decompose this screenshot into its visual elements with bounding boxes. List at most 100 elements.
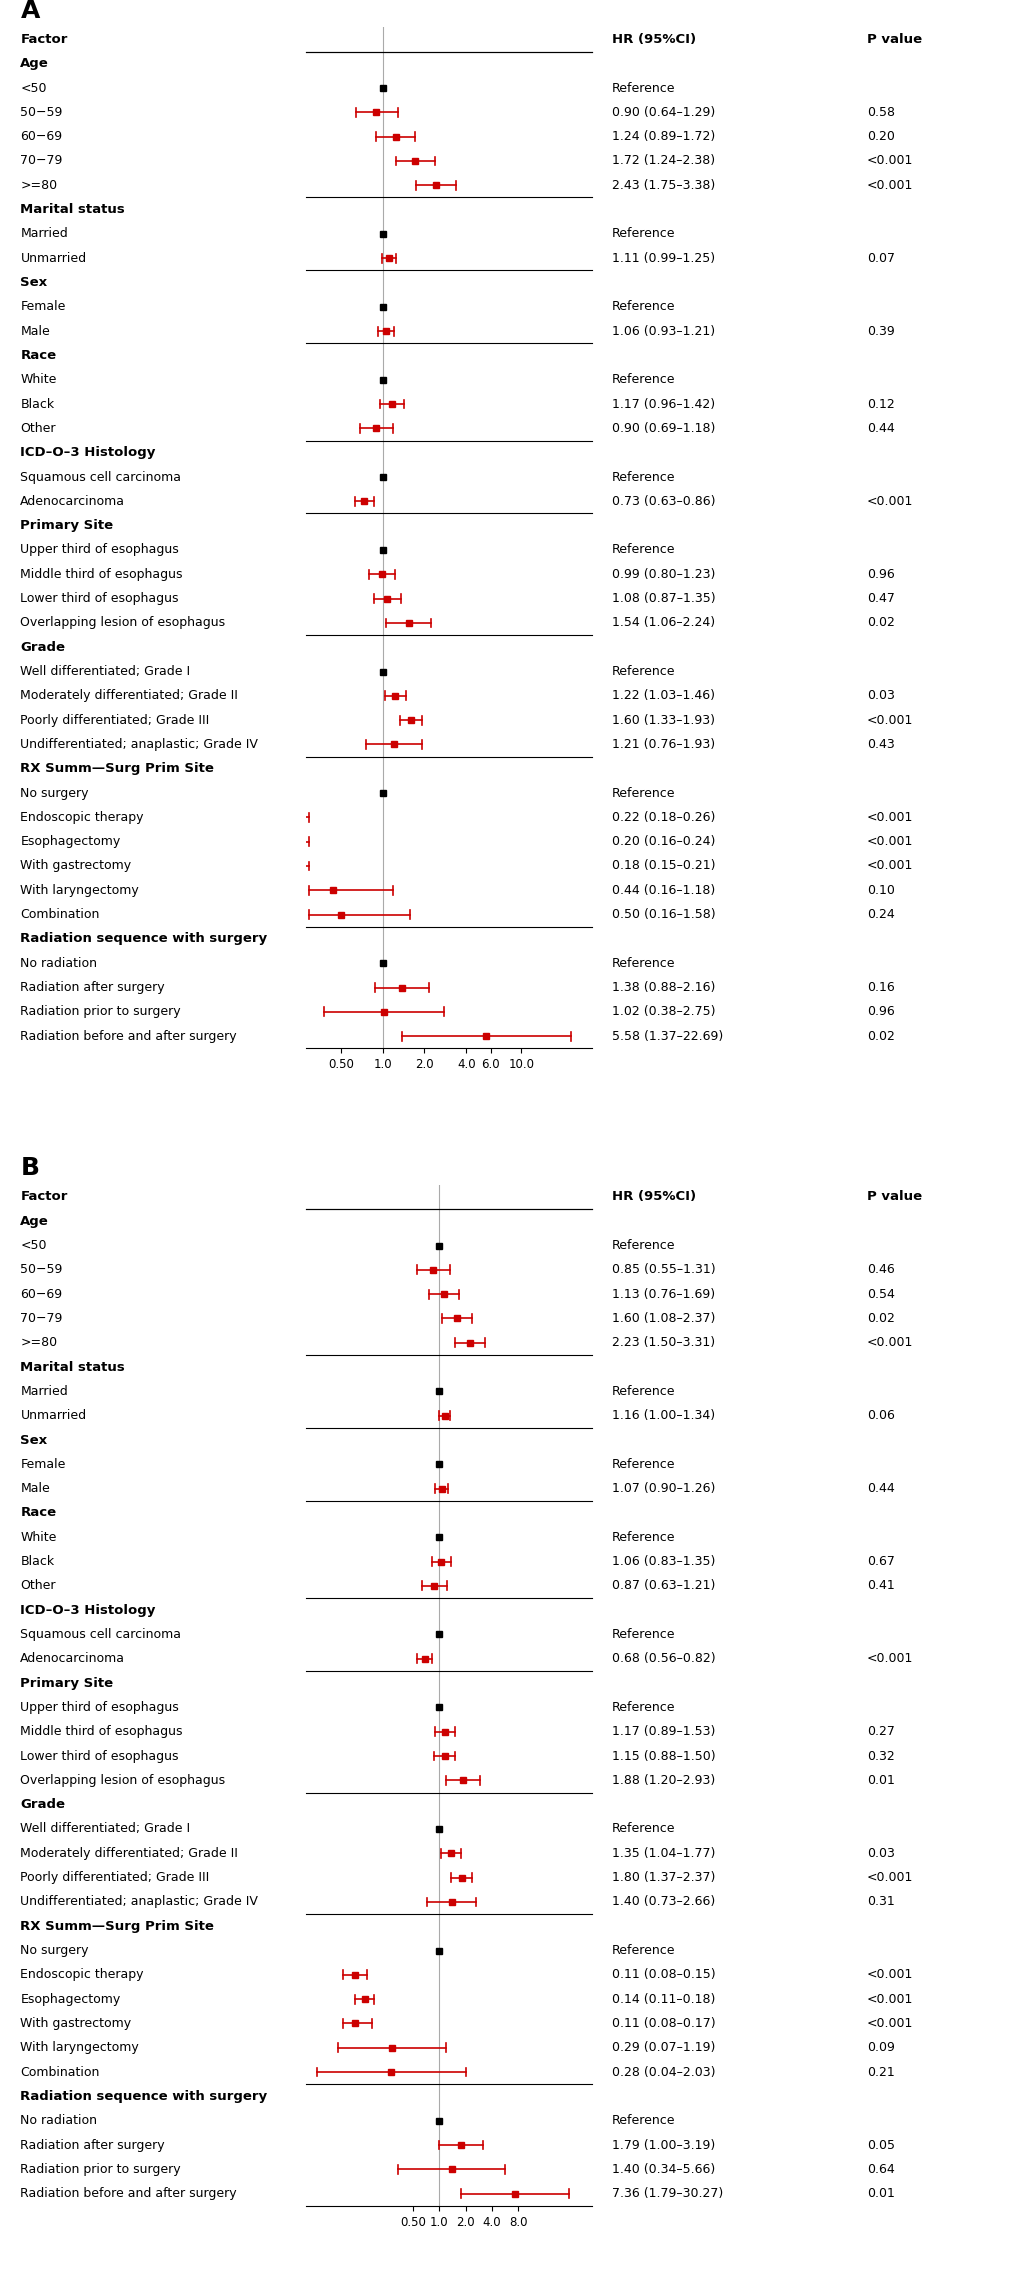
Text: Radiation sequence with surgery: Radiation sequence with surgery <box>20 932 267 946</box>
Text: Other: Other <box>20 423 56 434</box>
Text: 1.60 (1.33–1.93): 1.60 (1.33–1.93) <box>611 714 714 728</box>
Text: 0.31: 0.31 <box>866 1897 894 1908</box>
Text: 0.44 (0.16–1.18): 0.44 (0.16–1.18) <box>611 885 714 896</box>
Text: 0.12: 0.12 <box>866 398 894 412</box>
Text: Marital status: Marital status <box>20 1360 125 1373</box>
Text: Reference: Reference <box>611 957 675 969</box>
Text: Factor: Factor <box>20 32 67 45</box>
Text: Sex: Sex <box>20 1433 48 1446</box>
Text: Reference: Reference <box>611 1821 675 1835</box>
Text: Radiation after surgery: Radiation after surgery <box>20 980 165 994</box>
Text: No radiation: No radiation <box>20 957 97 969</box>
Text: 1.06 (0.83–1.35): 1.06 (0.83–1.35) <box>611 1555 714 1569</box>
Text: Lower third of esophagus: Lower third of esophagus <box>20 591 178 605</box>
Text: 1.07 (0.90–1.26): 1.07 (0.90–1.26) <box>611 1483 714 1494</box>
Text: 0.11 (0.08–0.15): 0.11 (0.08–0.15) <box>611 1969 715 1981</box>
Text: Black: Black <box>20 398 54 412</box>
Text: No radiation: No radiation <box>20 2115 97 2126</box>
Text: Upper third of esophagus: Upper third of esophagus <box>20 1701 179 1715</box>
Text: 0.90 (0.64–1.29): 0.90 (0.64–1.29) <box>611 107 714 118</box>
Text: 0.07: 0.07 <box>866 252 894 264</box>
Text: Adenocarcinoma: Adenocarcinoma <box>20 1653 125 1665</box>
Text: <0.001: <0.001 <box>866 835 912 848</box>
Text: 1.79 (1.00–3.19): 1.79 (1.00–3.19) <box>611 2138 714 2151</box>
Text: Reference: Reference <box>611 1239 675 1253</box>
Text: 0.05: 0.05 <box>866 2138 894 2151</box>
Text: <0.001: <0.001 <box>866 180 912 191</box>
Text: 0.27: 0.27 <box>866 1726 894 1737</box>
Text: 2.23 (1.50–3.31): 2.23 (1.50–3.31) <box>611 1337 714 1348</box>
Text: Female: Female <box>20 1458 65 1471</box>
Text: P value: P value <box>866 1189 921 1203</box>
Text: Radiation prior to surgery: Radiation prior to surgery <box>20 1005 180 1019</box>
Text: Overlapping lesion of esophagus: Overlapping lesion of esophagus <box>20 1774 225 1787</box>
Text: Esophagectomy: Esophagectomy <box>20 1992 120 2006</box>
Text: 0.54: 0.54 <box>866 1287 894 1301</box>
Text: Undifferentiated; anaplastic; Grade IV: Undifferentiated; anaplastic; Grade IV <box>20 739 258 750</box>
Text: 1.06 (0.93–1.21): 1.06 (0.93–1.21) <box>611 325 714 337</box>
Text: Married: Married <box>20 227 68 241</box>
Text: Adenocarcinoma: Adenocarcinoma <box>20 496 125 507</box>
Text: 0.06: 0.06 <box>866 1410 894 1421</box>
Text: 5.58 (1.37–22.69): 5.58 (1.37–22.69) <box>611 1030 722 1044</box>
Text: Factor: Factor <box>20 1189 67 1203</box>
Text: 0.03: 0.03 <box>866 1846 894 1860</box>
Text: HR (95%CI): HR (95%CI) <box>611 32 695 45</box>
Text: 0.39: 0.39 <box>866 325 894 337</box>
Text: Radiation before and after surgery: Radiation before and after surgery <box>20 2188 236 2201</box>
Text: 0.02: 0.02 <box>866 1030 894 1044</box>
Text: 1.02 (0.38–2.75): 1.02 (0.38–2.75) <box>611 1005 714 1019</box>
Text: Male: Male <box>20 1483 50 1494</box>
Text: 0.11 (0.08–0.17): 0.11 (0.08–0.17) <box>611 2017 715 2031</box>
Text: 0.28 (0.04–2.03): 0.28 (0.04–2.03) <box>611 2065 714 2078</box>
Text: Radiation after surgery: Radiation after surgery <box>20 2138 165 2151</box>
Text: Endoscopic therapy: Endoscopic therapy <box>20 1969 144 1981</box>
Text: 0.22 (0.18–0.26): 0.22 (0.18–0.26) <box>611 812 714 823</box>
Text: Grade: Grade <box>20 1799 65 1810</box>
Text: 0.90 (0.69–1.18): 0.90 (0.69–1.18) <box>611 423 714 434</box>
Text: Reference: Reference <box>611 543 675 557</box>
Text: 2.43 (1.75–3.38): 2.43 (1.75–3.38) <box>611 180 714 191</box>
Text: Reference: Reference <box>611 1458 675 1471</box>
Text: 0.01: 0.01 <box>866 1774 894 1787</box>
Text: 1.80 (1.37–2.37): 1.80 (1.37–2.37) <box>611 1872 714 1885</box>
Text: Age: Age <box>20 57 49 70</box>
Text: 60−69: 60−69 <box>20 130 62 143</box>
Text: <50: <50 <box>20 82 47 96</box>
Text: White: White <box>20 1530 57 1544</box>
Text: With gastrectomy: With gastrectomy <box>20 860 131 873</box>
Text: With laryngectomy: With laryngectomy <box>20 2042 139 2053</box>
Text: 0.96: 0.96 <box>866 568 894 580</box>
Text: 1.13 (0.76–1.69): 1.13 (0.76–1.69) <box>611 1287 714 1301</box>
Text: Primary Site: Primary Site <box>20 1676 113 1690</box>
Text: Reference: Reference <box>611 664 675 678</box>
Text: P value: P value <box>866 32 921 45</box>
Text: 1.11 (0.99–1.25): 1.11 (0.99–1.25) <box>611 252 714 264</box>
Text: Married: Married <box>20 1385 68 1399</box>
Text: <0.001: <0.001 <box>866 155 912 168</box>
Text: 1.08 (0.87–1.35): 1.08 (0.87–1.35) <box>611 591 715 605</box>
Text: 1.21 (0.76–1.93): 1.21 (0.76–1.93) <box>611 739 714 750</box>
Text: Middle third of esophagus: Middle third of esophagus <box>20 568 182 580</box>
Text: Combination: Combination <box>20 907 100 921</box>
Text: Radiation sequence with surgery: Radiation sequence with surgery <box>20 2090 267 2103</box>
Text: 0.64: 0.64 <box>866 2163 894 2176</box>
Text: Esophagectomy: Esophagectomy <box>20 835 120 848</box>
Text: Combination: Combination <box>20 2065 100 2078</box>
Text: 70−79: 70−79 <box>20 155 63 168</box>
Text: Unmarried: Unmarried <box>20 252 87 264</box>
Text: Reference: Reference <box>611 82 675 96</box>
Text: Sex: Sex <box>20 275 48 289</box>
Text: 1.16 (1.00–1.34): 1.16 (1.00–1.34) <box>611 1410 714 1421</box>
Text: 1.17 (0.89–1.53): 1.17 (0.89–1.53) <box>611 1726 714 1737</box>
Text: 0.68 (0.56–0.82): 0.68 (0.56–0.82) <box>611 1653 715 1665</box>
Text: 1.60 (1.08–2.37): 1.60 (1.08–2.37) <box>611 1312 714 1326</box>
Text: Squamous cell carcinoma: Squamous cell carcinoma <box>20 471 181 484</box>
Text: 0.01: 0.01 <box>866 2188 894 2201</box>
Text: 0.24: 0.24 <box>866 907 894 921</box>
Text: <0.001: <0.001 <box>866 812 912 823</box>
Text: 1.17 (0.96–1.42): 1.17 (0.96–1.42) <box>611 398 714 412</box>
Text: 0.18 (0.15–0.21): 0.18 (0.15–0.21) <box>611 860 714 873</box>
Text: <0.001: <0.001 <box>866 1992 912 2006</box>
Text: 60−69: 60−69 <box>20 1287 62 1301</box>
